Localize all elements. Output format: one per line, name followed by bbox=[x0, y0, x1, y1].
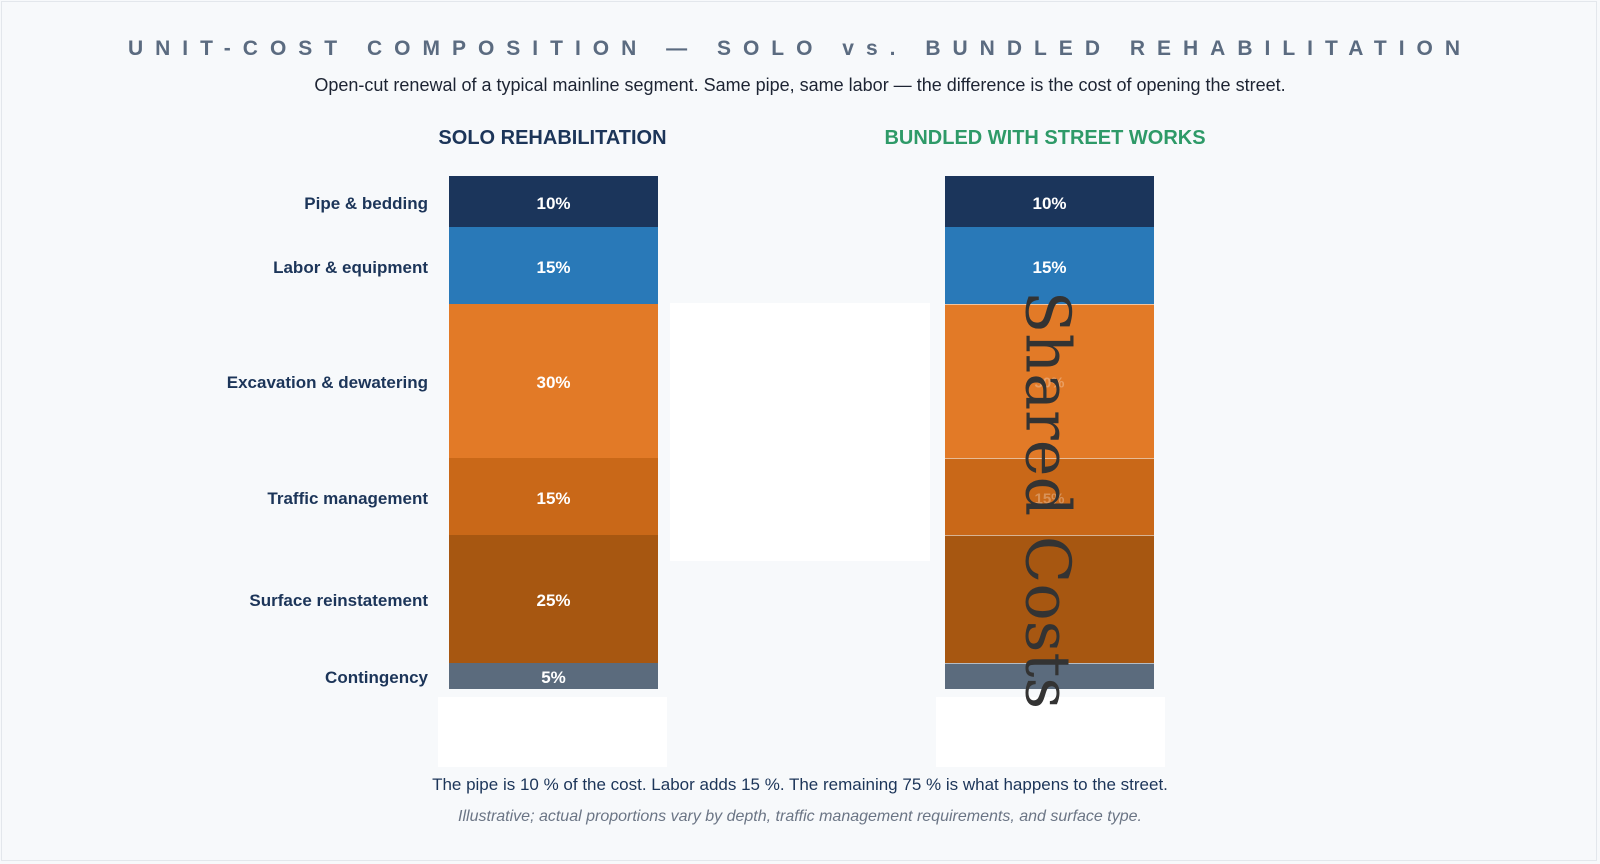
category-label-pipe-bedding: Pipe & bedding bbox=[304, 193, 428, 213]
data-label-bundled-traffic-management: 15% bbox=[1034, 490, 1065, 508]
data-label-bundled-pipe-bedding: 10% bbox=[1032, 193, 1067, 213]
bundled-column-title: BUNDLED WITH STREET WORKS bbox=[884, 127, 1206, 149]
bar-segment-bundled-contingency bbox=[945, 663, 1154, 689]
blank-panel-bundled-bottom bbox=[936, 697, 1165, 767]
solo-column-title: SOLO REHABILITATION bbox=[438, 127, 667, 149]
bar-segment-bundled-pipe-bedding bbox=[945, 176, 1154, 228]
footnote: The pipe is 10 % of the cost. Labor adds… bbox=[432, 775, 1168, 794]
chart-subtitle: Open-cut renewal of a typical mainline s… bbox=[314, 75, 1286, 95]
data-label-solo-pipe-bedding: 10% bbox=[536, 193, 571, 213]
data-label-solo-excavation-dewatering: 30% bbox=[536, 373, 571, 393]
bar-segment-bundled-labor-equipment bbox=[945, 227, 1154, 305]
bar-segment-solo-pipe-bedding bbox=[449, 176, 658, 228]
caveat-note: Illustrative; actual proportions vary by… bbox=[458, 808, 1142, 825]
bar-segment-bundled-excavation-dewatering bbox=[945, 304, 1154, 459]
shared-costs-annotation: Shared Costs bbox=[1011, 290, 1085, 710]
blank-panel-solo-bottom bbox=[438, 697, 667, 767]
bar-segment-solo-traffic-management bbox=[449, 458, 658, 536]
data-label-solo-contingency: 5% bbox=[541, 668, 566, 688]
data-label-solo-traffic-management: 15% bbox=[536, 488, 571, 508]
bar-segment-solo-labor-equipment bbox=[449, 227, 658, 305]
chart-title: UNIT-COST COMPOSITION — SOLO vs. BUNDLED… bbox=[127, 37, 1473, 60]
blank-panel-middle bbox=[670, 303, 930, 561]
category-label-excavation-dewatering: Excavation & dewatering bbox=[226, 373, 428, 393]
category-label-traffic-management: Traffic management bbox=[267, 488, 428, 508]
category-label-labor-equipment: Labor & equipment bbox=[273, 257, 428, 277]
data-label-bundled-labor-equipment: 15% bbox=[1032, 257, 1067, 277]
data-label-bundled-excavation-dewatering: 30% bbox=[1034, 374, 1065, 392]
bar-segment-bundled-traffic-management bbox=[945, 458, 1154, 536]
bar-segment-bundled-surface-reinstatement bbox=[945, 535, 1154, 664]
bar-segment-solo-surface-reinstatement bbox=[449, 535, 658, 664]
category-label-surface-reinstatement: Surface reinstatement bbox=[249, 591, 428, 611]
data-label-solo-labor-equipment: 15% bbox=[536, 257, 571, 277]
bar-segment-solo-excavation-dewatering bbox=[449, 304, 658, 459]
category-label-contingency: Contingency bbox=[325, 668, 428, 688]
data-label-solo-surface-reinstatement: 25% bbox=[536, 591, 571, 611]
bar-segment-solo-contingency bbox=[449, 663, 658, 689]
